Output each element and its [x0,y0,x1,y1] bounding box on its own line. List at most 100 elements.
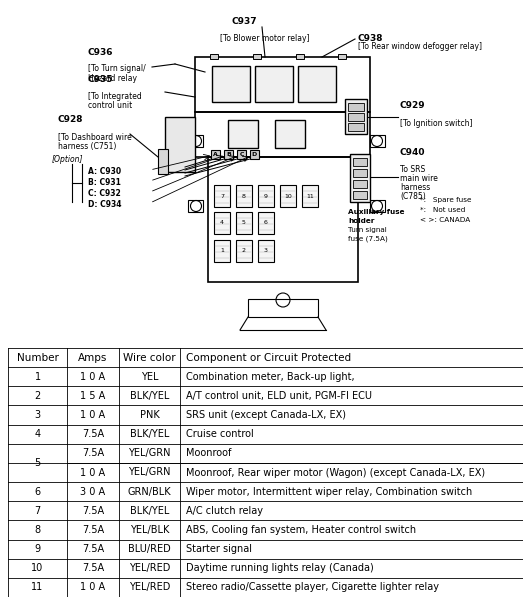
Text: main wire: main wire [400,174,438,183]
Bar [338,54,346,59]
Text: D: D [252,152,257,157]
Bar [214,212,230,234]
Text: B: C931: B: C931 [88,178,121,187]
Text: 10: 10 [284,193,292,199]
Text: [To Rear window defogger relay]: [To Rear window defogger relay] [358,42,482,51]
Text: B: B [226,152,231,157]
Bar [214,240,230,262]
Bar [188,135,203,147]
Text: Hazard relay: Hazard relay [88,74,137,83]
Bar [275,120,305,148]
Text: Combination meter, Back-up light,: Combination meter, Back-up light, [185,372,354,382]
Text: Cruise control: Cruise control [185,429,253,439]
Text: C937: C937 [232,17,258,26]
Bar [236,185,252,207]
Bar [298,66,336,102]
Bar [211,150,220,159]
Text: Auxiliary fuse: Auxiliary fuse [348,209,404,215]
Text: 8: 8 [34,525,41,535]
Text: Wire color: Wire color [123,353,176,362]
Text: C936: C936 [88,48,114,57]
Bar [250,150,259,159]
Text: C940: C940 [400,148,426,157]
Text: 7.5A: 7.5A [82,544,104,554]
Text: [To Turn signal/: [To Turn signal/ [88,64,146,73]
Text: 7: 7 [220,193,224,199]
Text: ABS, Cooling fan system, Heater control switch: ABS, Cooling fan system, Heater control … [185,525,416,535]
Text: Wiper motor, Intermittent wiper relay, Combination switch: Wiper motor, Intermittent wiper relay, C… [185,487,472,497]
Bar [258,212,274,234]
Bar [348,123,364,131]
Text: 7: 7 [34,506,41,516]
Bar [195,57,370,112]
Text: YEL/BLK: YEL/BLK [130,525,169,535]
Text: 3: 3 [264,248,268,253]
Text: 3: 3 [34,410,41,420]
Text: 7.5A: 7.5A [82,448,104,458]
Text: YEL/GRN: YEL/GRN [128,448,171,458]
Text: *:   Spare fuse: *: Spare fuse [420,197,472,203]
Bar [228,120,258,148]
Bar [353,191,367,199]
Text: 7.5A: 7.5A [82,525,104,535]
Text: Moonroof, Rear wiper motor (Wagon) (except Canada-LX, EX): Moonroof, Rear wiper motor (Wagon) (exce… [185,467,485,478]
Text: control unit: control unit [88,101,132,110]
Bar [236,240,252,262]
Text: 7.5A: 7.5A [82,429,104,439]
Text: 1 0 A: 1 0 A [80,372,106,382]
Text: YEL: YEL [141,372,158,382]
Bar [350,154,370,202]
Text: 10: 10 [31,563,44,573]
Text: Daytime running lights relay (Canada): Daytime running lights relay (Canada) [185,563,373,573]
Bar [345,99,367,134]
Bar [348,113,364,121]
Bar [348,103,364,111]
Text: 11: 11 [306,193,314,199]
Bar [258,240,274,262]
Text: C: C [239,152,244,157]
Text: 1: 1 [34,372,41,382]
Text: 1 0 A: 1 0 A [80,467,106,478]
Bar [353,169,367,177]
Text: < >: CANADA: < >: CANADA [420,217,470,223]
Bar [188,200,203,212]
Text: A/T control unit, ELD unit, PGM-FI ECU: A/T control unit, ELD unit, PGM-FI ECU [185,391,372,401]
Text: 4: 4 [34,429,41,439]
Bar [237,150,246,159]
Text: 6: 6 [264,220,268,226]
Text: 2: 2 [34,391,41,401]
Text: Starter signal: Starter signal [185,544,251,554]
Text: C935: C935 [88,75,114,84]
Text: A: A [213,152,218,157]
Bar [208,157,358,282]
Text: 11: 11 [31,583,44,592]
Text: YEL/GRN: YEL/GRN [128,467,171,478]
Text: A: C930: A: C930 [88,167,121,176]
Text: BLK/YEL: BLK/YEL [130,391,169,401]
Bar [353,180,367,188]
Text: 9: 9 [264,193,268,199]
Text: A/C clutch relay: A/C clutch relay [185,506,262,516]
Text: C: C932: C: C932 [88,189,121,198]
Text: 8: 8 [242,193,246,199]
Text: C938: C938 [358,34,383,43]
Bar [212,66,250,102]
Bar [165,117,195,172]
Text: GRN/BLK: GRN/BLK [128,487,171,497]
Bar [214,185,230,207]
Text: Number: Number [16,353,59,362]
Text: harness (C751): harness (C751) [58,142,116,151]
Text: BLK/YEL: BLK/YEL [130,506,169,516]
Text: SRS unit (except Canada-LX, EX): SRS unit (except Canada-LX, EX) [185,410,345,420]
Bar [370,200,385,212]
Bar [353,158,367,166]
Bar [158,149,168,174]
Bar [224,150,233,159]
Text: 6: 6 [34,487,41,497]
Bar [236,212,252,234]
Text: fuse (7.5A): fuse (7.5A) [348,236,388,242]
Text: 5: 5 [242,220,246,226]
Text: PNK: PNK [139,410,159,420]
Text: 2: 2 [242,248,246,253]
Text: Moonroof: Moonroof [185,448,231,458]
